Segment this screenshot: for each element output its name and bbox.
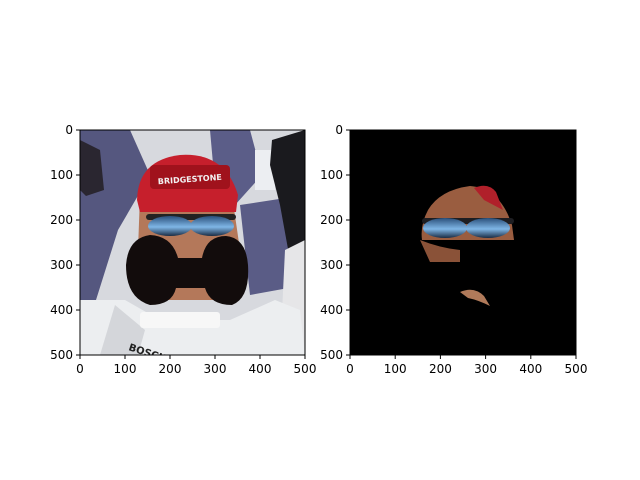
right-axes-frame	[349, 129, 577, 356]
right-y-tick-label: 100	[320, 168, 343, 182]
right-y-tick-label: 300	[320, 258, 343, 272]
right-x-tick-label: 200	[429, 362, 452, 376]
left-x-tick-label: 300	[204, 362, 227, 376]
left-x-tick-label: 500	[294, 362, 317, 376]
left-y-tick-label: 100	[50, 168, 73, 182]
right-x-tick-label: 500	[565, 362, 588, 376]
left-y-tick-label: 300	[50, 258, 73, 272]
left-x-tick-label: 100	[114, 362, 137, 376]
right-x-tick-label: 100	[384, 362, 407, 376]
left-x-tick-label: 400	[249, 362, 272, 376]
left-y-tick-label: 0	[65, 123, 73, 137]
left-axes-frame	[79, 129, 306, 356]
left-y-tick-label: 200	[50, 213, 73, 227]
cap-lettering: BRIDGESTONE	[158, 173, 223, 186]
right-image	[350, 130, 576, 355]
right-y-tick-label: 200	[320, 213, 343, 227]
right-y-tick-label: 400	[320, 303, 343, 317]
left-image: BOSCH BRIDGESTONE	[80, 130, 305, 355]
left-x-tick-label: 200	[159, 362, 182, 376]
left-y-tick-label: 400	[50, 303, 73, 317]
right-x-tick-label: 300	[474, 362, 497, 376]
left-y-tick-label: 500	[50, 348, 73, 362]
right-x-tick-label: 0	[346, 362, 354, 376]
left-x-tick-label: 0	[76, 362, 84, 376]
right-y-tick-label: 500	[320, 348, 343, 362]
right-x-tick-label: 400	[519, 362, 542, 376]
right-y-tick-label: 0	[335, 123, 343, 137]
